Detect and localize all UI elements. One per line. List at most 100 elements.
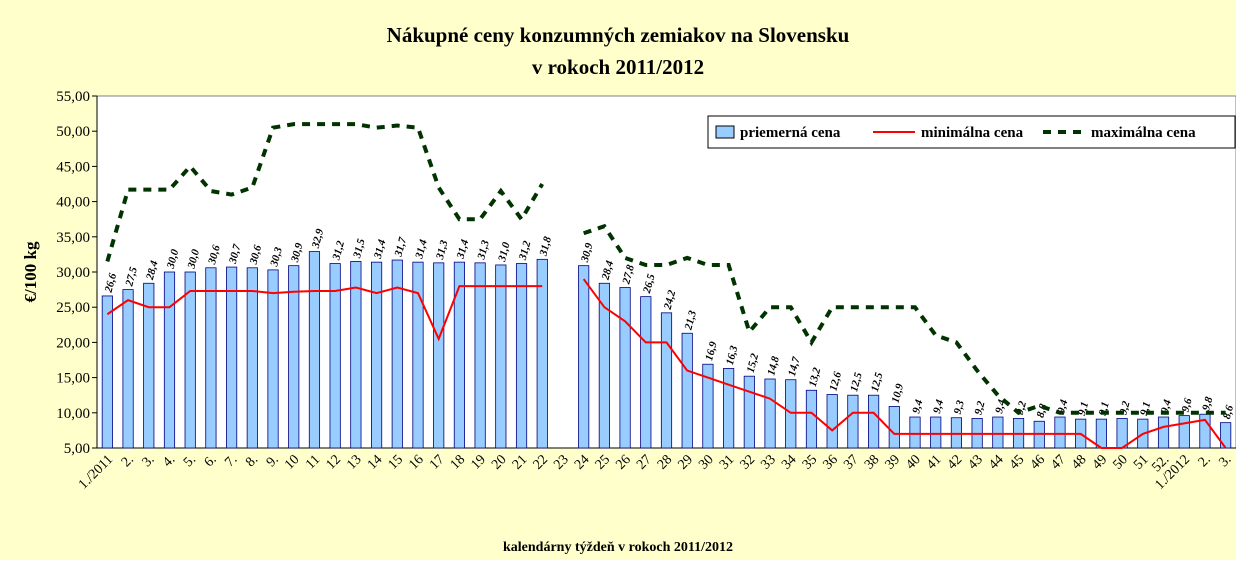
- y-axis-title: €/100 kg: [21, 241, 40, 302]
- bar: [391, 259, 403, 449]
- bar: [723, 368, 735, 449]
- y-tick-label: 20,00: [56, 335, 90, 351]
- bar: [598, 282, 610, 449]
- data-label: 31,4: [413, 238, 430, 261]
- legend-label: maximálna cena: [1091, 125, 1196, 141]
- data-label: 31,8: [537, 235, 554, 258]
- bar: [743, 375, 755, 449]
- line-series: [105, 122, 544, 262]
- data-label: 31,2: [517, 239, 534, 262]
- data-label: 14,8: [765, 355, 782, 377]
- data-label: 13,2: [807, 366, 824, 388]
- data-label: 12,6: [827, 370, 844, 392]
- bar: [536, 258, 548, 449]
- data-label: 31,4: [372, 238, 389, 261]
- data-label: 14,7: [786, 355, 803, 377]
- bar: [288, 265, 300, 449]
- bar: [350, 261, 362, 449]
- bar: [805, 389, 818, 449]
- data-label: 27,5: [123, 265, 140, 288]
- data-label: 16,3: [724, 344, 741, 366]
- bar: [1054, 416, 1066, 449]
- data-label: 9,4: [910, 398, 925, 415]
- y-tick-label: 50,00: [56, 124, 90, 140]
- bar: [640, 296, 652, 449]
- data-label: 30,9: [579, 241, 596, 264]
- bar: [205, 267, 217, 449]
- bar: [868, 394, 880, 449]
- bar: [433, 262, 445, 449]
- bar: [474, 262, 486, 449]
- y-tick-label: 35,00: [56, 230, 90, 246]
- bar: [888, 406, 900, 449]
- data-label: 9,4: [1159, 398, 1174, 415]
- y-tick-label: 55,00: [56, 89, 90, 105]
- data-label: 31,7: [392, 236, 409, 259]
- y-tick-label: 30,00: [56, 265, 90, 281]
- bar: [950, 417, 963, 449]
- bar: [826, 394, 838, 449]
- data-label: 31,0: [496, 241, 513, 264]
- legend-label: minimálna cena: [921, 125, 1024, 141]
- bar: [495, 264, 507, 449]
- legend-label: priemerná cena: [740, 125, 841, 141]
- bar: [329, 263, 341, 449]
- bar: [681, 332, 693, 449]
- bar: [122, 289, 134, 449]
- bar: [308, 251, 321, 449]
- bar: [764, 378, 776, 449]
- bar: [101, 295, 113, 449]
- data-label: 27,8: [620, 263, 637, 286]
- data-label: 30,3: [268, 245, 285, 268]
- data-label: 9,2: [972, 399, 987, 416]
- data-label: 32,9: [309, 227, 326, 250]
- bar: [412, 261, 424, 449]
- bar: [1157, 416, 1170, 449]
- data-label: 12,5: [848, 371, 865, 393]
- y-tick-label: 10,00: [56, 406, 90, 422]
- data-label: 21,3: [682, 309, 699, 332]
- y-tick-label: 45,00: [56, 159, 90, 175]
- data-label: 31,4: [454, 238, 471, 261]
- data-label: 8,6: [1221, 404, 1236, 421]
- bar: [847, 394, 859, 449]
- bar: [1116, 418, 1128, 449]
- data-label: 26,6: [102, 272, 119, 295]
- data-label: 24,2: [662, 288, 679, 311]
- data-label: 30,7: [227, 243, 244, 266]
- bar: [702, 363, 714, 449]
- data-label: 10,9: [890, 382, 907, 404]
- data-label: 30,9: [289, 241, 306, 264]
- line-series: [106, 285, 543, 342]
- bar: [619, 287, 631, 449]
- data-label: 31,2: [330, 239, 347, 262]
- line-series: [582, 278, 1227, 449]
- x-axis-title: kalendárny týždeň v rokoch 2011/2012: [503, 540, 733, 555]
- y-tick-label: 40,00: [56, 195, 90, 211]
- chart-title: Nákupné ceny konzumných zemiakov na Slov…: [387, 23, 850, 47]
- bar: [1199, 413, 1211, 449]
- data-label: 28,4: [599, 259, 616, 282]
- data-label: 30,6: [247, 243, 264, 266]
- bar: [163, 271, 176, 449]
- data-label: 30,6: [206, 243, 223, 266]
- legend-box: [707, 115, 1236, 149]
- bar: [909, 416, 921, 449]
- bar: [992, 416, 1004, 449]
- data-label: 12,5: [869, 371, 886, 393]
- data-label: 31,3: [475, 238, 492, 261]
- bar: [660, 312, 673, 449]
- bar: [453, 261, 465, 449]
- bar: [184, 271, 196, 449]
- data-label: 30,0: [165, 248, 182, 271]
- bar: [143, 282, 155, 449]
- bar: [515, 263, 528, 449]
- data-label: 15,2: [745, 352, 762, 374]
- bar: [267, 269, 279, 449]
- data-label: 9,3: [952, 399, 967, 416]
- data-label: 9,4: [931, 398, 946, 415]
- bar: [785, 379, 797, 449]
- data-label: 26,5: [641, 272, 658, 295]
- y-tick-label: 25,00: [56, 300, 90, 316]
- bar: [930, 416, 942, 449]
